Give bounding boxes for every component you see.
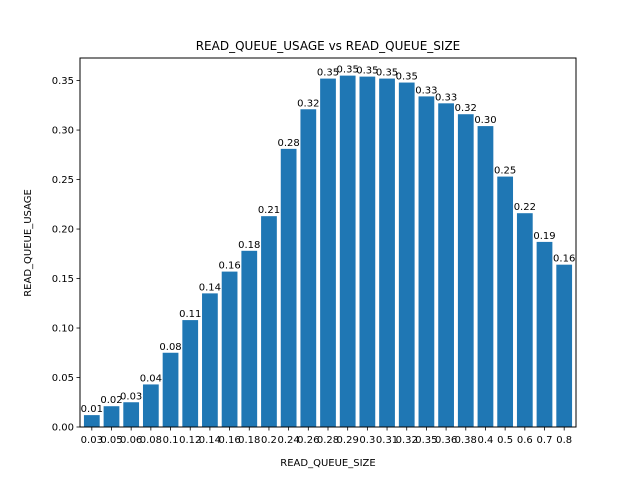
x-tick-label: 0.1 xyxy=(163,435,179,446)
bar xyxy=(280,148,297,428)
x-tick-label: 0.7 xyxy=(537,435,553,446)
chart-title: READ_QUEUE_USAGE vs READ_QUEUE_SIZE xyxy=(196,39,461,53)
bar xyxy=(142,384,159,427)
x-tick-label: 0.3 xyxy=(359,435,375,446)
bar xyxy=(83,415,100,427)
x-tick-label: 0.06 xyxy=(120,435,142,446)
data-labels-group: 0.010.020.03 0.04 0.08 0.11 0.14 0.16 0.18 0.21… xyxy=(81,65,576,415)
data-label: 0.33 xyxy=(415,85,437,96)
x-tick-label: 0.03 xyxy=(81,435,103,446)
data-label: 0.11 xyxy=(179,309,201,320)
bar xyxy=(202,293,218,427)
data-label: 0.35 xyxy=(337,65,359,76)
y-tick-label: 0.10 xyxy=(52,324,74,335)
data-label: 0.30 xyxy=(474,115,496,126)
x-tick-label: 0.05 xyxy=(100,435,122,446)
data-label: 0.22 xyxy=(514,202,536,213)
data-label: 0.14 xyxy=(199,282,221,293)
x-tick-label: 0.8 xyxy=(556,435,572,446)
bar xyxy=(320,78,336,427)
bar xyxy=(182,320,199,427)
bar xyxy=(261,216,277,427)
data-label: 0.04 xyxy=(140,373,162,384)
bar xyxy=(457,114,474,427)
data-label: 0.21 xyxy=(258,205,280,216)
data-label: 0.02 xyxy=(100,395,122,406)
data-label: 0.19 xyxy=(533,231,555,242)
data-label: 0.35 xyxy=(376,68,398,79)
bar xyxy=(477,126,494,427)
y-tick-label: 0.15 xyxy=(52,274,74,285)
data-label: 0.01 xyxy=(81,404,103,415)
bar xyxy=(339,75,356,428)
data-label: 0.18 xyxy=(238,240,260,251)
x-tick-label: 0.35 xyxy=(415,435,437,446)
data-label: 0.28 xyxy=(277,138,299,149)
data-label: 0.16 xyxy=(553,254,575,265)
x-tick-label: 0.36 xyxy=(435,435,457,446)
bar xyxy=(497,176,514,427)
data-label: 0.08 xyxy=(159,342,181,353)
y-tick-label: 0.20 xyxy=(52,225,74,236)
x-tick-label: 0.5 xyxy=(497,435,513,446)
y-axis-label: READ_QUEUE_USAGE xyxy=(23,189,34,297)
x-tick-label: 0.18 xyxy=(238,435,260,446)
x-tick-label: 0.26 xyxy=(297,435,319,446)
x-tick-label: 0.32 xyxy=(396,435,418,446)
data-label: 0.32 xyxy=(297,98,319,109)
x-tick-label: 0.38 xyxy=(455,435,477,446)
data-label: 0.35 xyxy=(317,68,339,79)
bar xyxy=(536,241,553,427)
bar xyxy=(516,213,533,427)
data-label: 0.35 xyxy=(396,72,418,83)
plot-frame xyxy=(79,57,577,428)
y-tick-label: 0.00 xyxy=(52,423,74,434)
bar xyxy=(438,103,454,427)
bar xyxy=(418,96,435,428)
x-tick-label: 0.31 xyxy=(376,435,398,446)
x-tick-label: 0.28 xyxy=(317,435,339,446)
bar xyxy=(556,264,573,427)
bar xyxy=(123,402,140,427)
x-tick-label: 0.12 xyxy=(179,435,201,446)
bar xyxy=(103,406,120,427)
bar xyxy=(398,82,415,428)
x-tick-label: 0.14 xyxy=(199,435,221,446)
data-label: 0.35 xyxy=(356,66,378,77)
data-label: 0.33 xyxy=(435,92,457,103)
x-tick-label: 0.6 xyxy=(517,435,533,446)
y-tick-label: 0.05 xyxy=(52,373,74,384)
x-axis-label: READ_QUEUE_SIZE xyxy=(280,458,375,469)
data-label: 0.03 xyxy=(120,391,142,402)
bar xyxy=(359,76,376,428)
x-tick-label: 0.16 xyxy=(218,435,240,446)
bar xyxy=(300,109,317,428)
x-tick-label: 0.4 xyxy=(478,435,494,446)
y-tick-label: 0.25 xyxy=(52,175,74,186)
data-label: 0.32 xyxy=(455,103,477,114)
x-tick-label: 0.08 xyxy=(140,435,162,446)
bar xyxy=(379,78,395,427)
y-tick-label: 0.30 xyxy=(52,126,74,137)
x-tick-label: 0.24 xyxy=(277,435,299,446)
y-tick-label: 0.35 xyxy=(52,76,74,87)
bar xyxy=(221,271,238,427)
bar xyxy=(162,352,179,427)
bars-group xyxy=(83,75,573,428)
bar xyxy=(241,250,258,427)
x-tick-label: 0.29 xyxy=(337,435,359,446)
x-axis: 0.030.050.060.08 0.1 0.120.140.160.18 0.2 0.… xyxy=(81,427,572,446)
x-tick-label: 0.2 xyxy=(261,435,277,446)
y-axis: 0.00 0.05 0.10 0.15 0.20 0.25 0.30 0.35 xyxy=(52,76,80,434)
data-label: 0.16 xyxy=(218,261,240,272)
data-label: 0.25 xyxy=(494,166,516,177)
